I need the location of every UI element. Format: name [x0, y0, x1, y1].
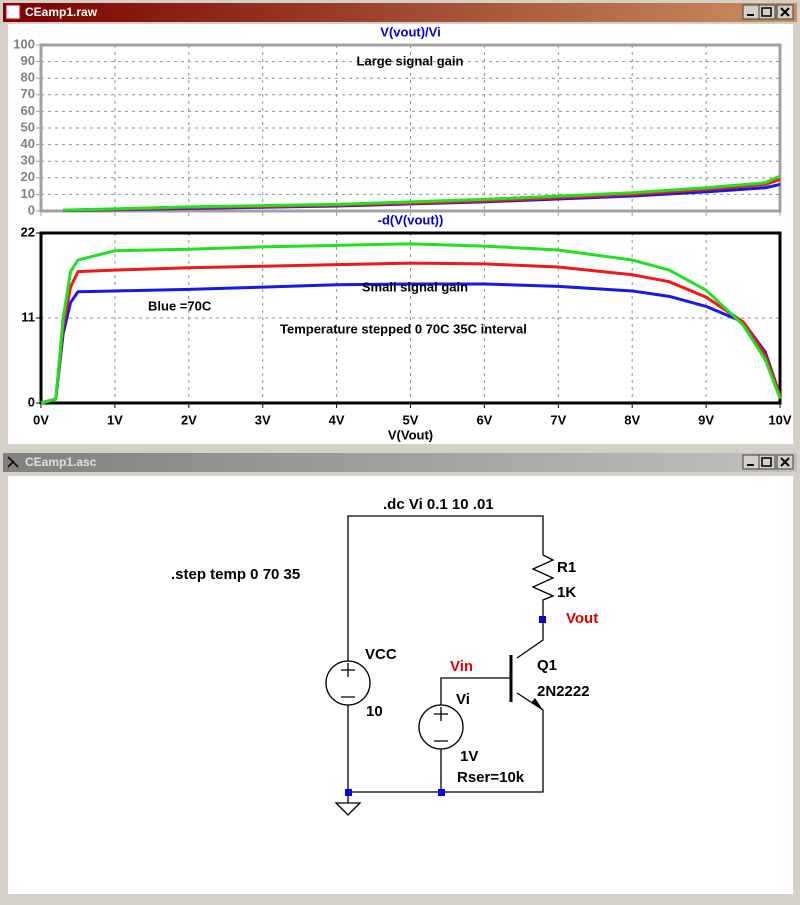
series-line: [40, 242, 782, 405]
directive: .step temp 0 70 35: [171, 566, 300, 583]
window-title: CEamp1.asc: [25, 455, 97, 469]
y-tick-label: 0: [28, 394, 35, 409]
component-name: Vi: [456, 691, 470, 708]
component-value: 2N2222: [537, 683, 590, 700]
window-buttons[interactable]: [742, 4, 794, 20]
x-tick-label: 7V: [550, 412, 566, 427]
window-buttons[interactable]: [742, 454, 794, 470]
polarity: [434, 707, 448, 742]
junction: [345, 789, 352, 796]
component-value: 1V: [460, 748, 478, 765]
x-tick-label: 10V: [768, 412, 791, 427]
y-tick-label: 30: [21, 153, 35, 168]
annotation: Blue =70C: [148, 298, 212, 313]
y-tick-label: 70: [21, 86, 35, 101]
window-icon: [7, 456, 19, 468]
y-tick-label: 11: [21, 309, 35, 324]
series-line: [40, 261, 782, 405]
junction: [438, 789, 445, 796]
plot-frame: [39, 43, 782, 213]
y-tick-label: 90: [21, 53, 35, 68]
x-tick-label: 8V: [624, 412, 640, 427]
y-tick-label: 40: [21, 136, 35, 151]
component-value: Rser=10k: [457, 769, 525, 786]
component-name: R1: [557, 559, 576, 576]
x-tick-label: 6V: [476, 412, 492, 427]
component-value: 1K: [557, 584, 576, 601]
y-tick-label: 80: [21, 70, 35, 85]
wire: [440, 677, 511, 792]
x-tick-label: 3V: [255, 412, 271, 427]
annotation: Large signal gain: [357, 53, 464, 68]
series-line: [40, 282, 782, 405]
junction: [539, 616, 546, 623]
x-tick-label: 9V: [698, 412, 714, 427]
y-tick-label: 20: [21, 169, 35, 184]
schematic: .dc Vi 0.1 10 .01 .step temp 0 70 35 R1 …: [171, 496, 598, 816]
series-line: [63, 174, 781, 212]
net-label: Vin: [450, 658, 473, 675]
x-tick-label: 1V: [107, 412, 123, 427]
window-title: CEamp1.raw: [25, 5, 98, 19]
polarity: [341, 663, 355, 698]
component-value: 10: [366, 703, 383, 720]
voltage-source: [418, 704, 464, 750]
y-tick-label: 100: [13, 36, 35, 51]
plot-frame: [39, 231, 782, 405]
component-name: Q1: [537, 657, 557, 674]
voltage-source: [325, 660, 371, 706]
x-tick-label: 2V: [181, 412, 197, 427]
annotation: Temperature stepped 0 70C 35C interval: [280, 321, 527, 336]
y-tick-label: 10: [21, 186, 35, 201]
schematic-pane: [8, 476, 793, 894]
x-axis-label: V(Vout): [388, 427, 433, 442]
x-tick-label: 5V: [403, 412, 419, 427]
x-tick-label: 0V: [33, 412, 49, 427]
chart-title: -d(V(vout)): [378, 212, 444, 227]
net-label: Vout: [566, 610, 598, 627]
component-name: VCC: [365, 646, 397, 663]
directive: .dc Vi 0.1 10 .01: [383, 496, 494, 513]
wire: [347, 515, 544, 661]
y-tick-label: 0: [28, 202, 35, 217]
y-tick-label: 60: [21, 103, 35, 118]
resistor: [516, 554, 555, 659]
chart-title: V(vout)/Vi: [380, 24, 440, 39]
window-icon: [5, 4, 21, 20]
emitter-arrow: [531, 698, 543, 710]
x-tick-label: 4V: [329, 412, 345, 427]
title-bar[interactable]: [3, 3, 797, 22]
annotation: Small signal gain: [362, 279, 468, 294]
y-tick-label: 50: [21, 119, 35, 134]
y-tick-label: 22: [21, 224, 35, 239]
title-bar[interactable]: [3, 453, 797, 472]
